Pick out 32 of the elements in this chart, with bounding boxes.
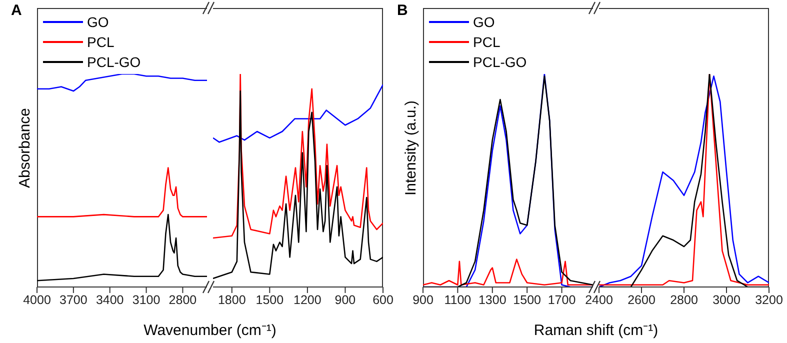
x-tick-label: 4000 bbox=[23, 292, 51, 307]
x-tick-label: 900 bbox=[412, 292, 434, 307]
y-axis-title: Absorbance bbox=[16, 107, 34, 188]
x-tick-label: 900 bbox=[334, 292, 356, 307]
x-tick-label: 3400 bbox=[96, 292, 124, 307]
x-axis-title: Raman shift (cm⁻¹) bbox=[532, 321, 660, 339]
x-tick-label: 1100 bbox=[444, 292, 472, 307]
x-tick-label: 2800 bbox=[670, 292, 698, 307]
x-tick-label: 1200 bbox=[294, 292, 322, 307]
x-tick-label: 1300 bbox=[478, 292, 506, 307]
x-tick-label: 1500 bbox=[256, 292, 284, 307]
x-tick-label: 2400 bbox=[585, 292, 613, 307]
y-axis-title: Intensity (a.u.) bbox=[402, 100, 420, 196]
legend-label: PCL-GO bbox=[87, 53, 141, 72]
legend-label: GO bbox=[87, 13, 109, 32]
legend-label: PCL bbox=[87, 33, 114, 52]
x-tick-label: 3700 bbox=[60, 292, 88, 307]
legend-label: PCL-GO bbox=[473, 53, 527, 72]
x-tick-label: 3000 bbox=[712, 292, 740, 307]
x-tick-label: 1700 bbox=[548, 292, 576, 307]
x-tick-label: 1800 bbox=[218, 292, 246, 307]
x-tick-label: 1500 bbox=[513, 292, 542, 307]
x-tick-label: 2600 bbox=[628, 292, 656, 307]
x-tick-label: 2800 bbox=[168, 292, 197, 307]
chart-title: A bbox=[11, 2, 22, 19]
x-tick-label: 600 bbox=[372, 292, 394, 307]
x-tick-label: 3200 bbox=[755, 292, 783, 307]
legend-label: PCL bbox=[473, 33, 500, 52]
legend-label: GO bbox=[473, 13, 495, 32]
chart-title: B bbox=[397, 2, 408, 19]
x-axis-title: Wavenumber (cm⁻¹) bbox=[142, 321, 278, 339]
x-tick-label: 3100 bbox=[132, 292, 160, 307]
